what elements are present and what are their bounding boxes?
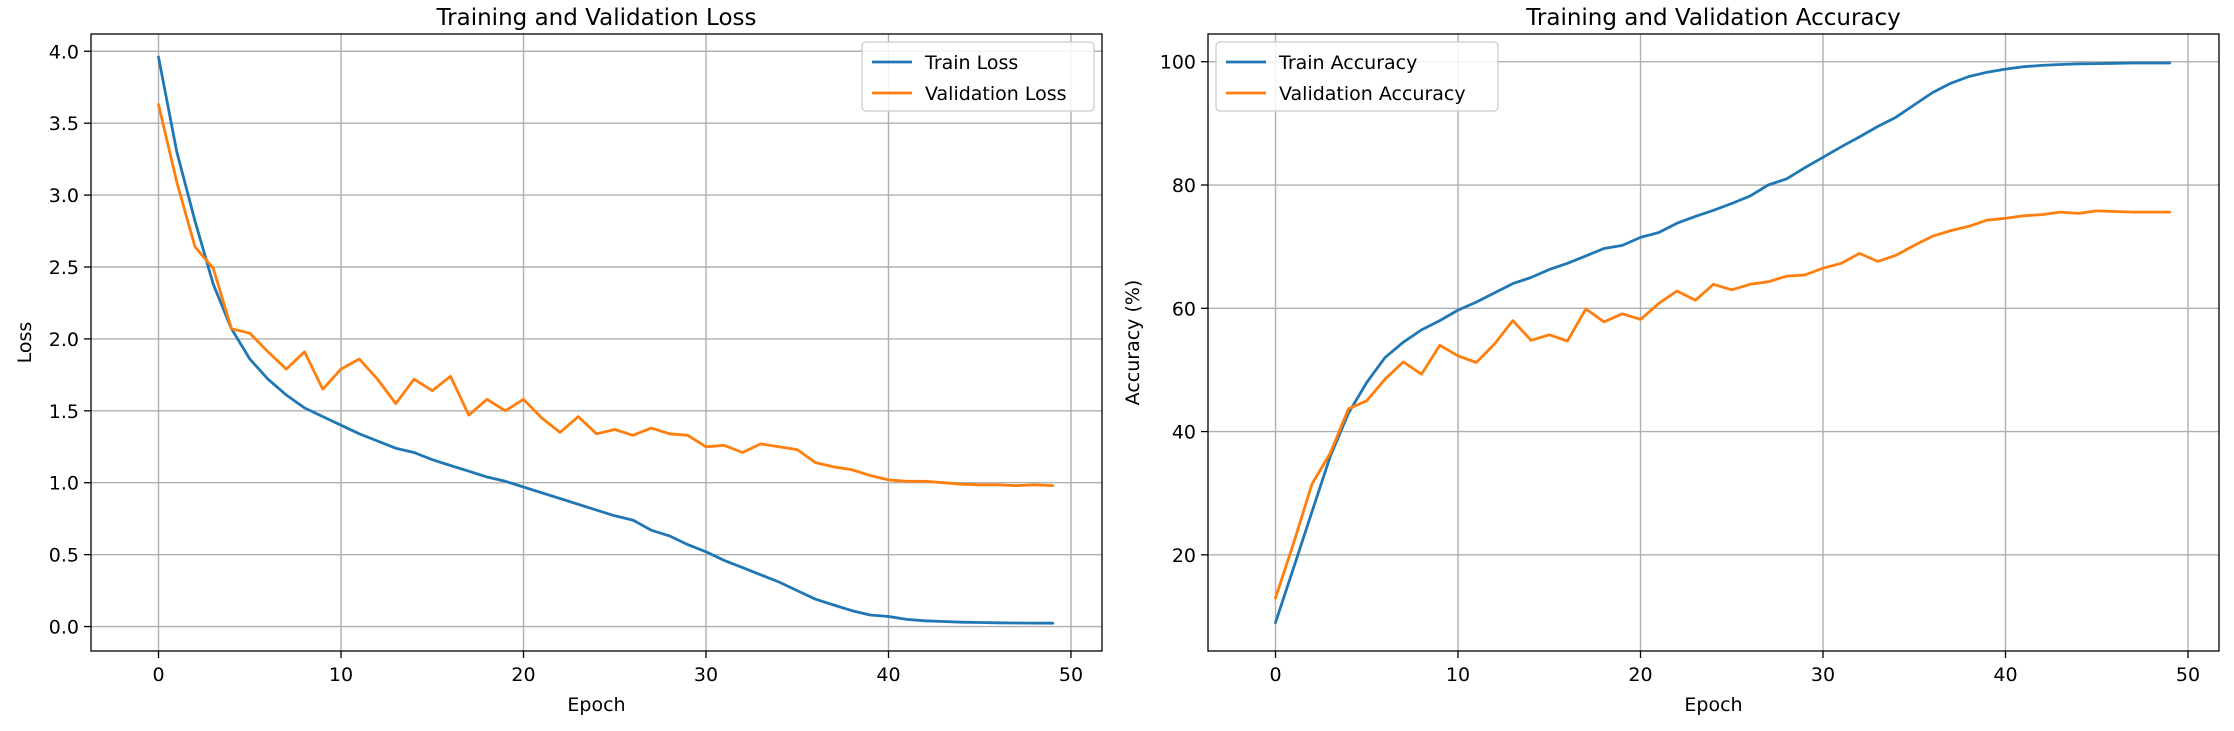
loss-series-train-line (157, 55, 1055, 625)
accuracy-chart-title: Training and Validation Accuracy (1525, 5, 1901, 31)
accuracy-chart: 0 10 20 30 40 50 20 40 60 80 100 Training and Valid… (1122, 5, 2220, 716)
accuracy-y-tick-label: 20 (1172, 545, 1196, 567)
accuracy-x-tick-label: 50 (2176, 664, 2200, 686)
accuracy-legend-label-train: Train Accuracy (1278, 52, 1417, 74)
accuracy-x-tick-label: 10 (1446, 664, 1470, 686)
loss-chart: 0 10 20 30 40 50 0.0 0.5 1.0 1.5 2.0 2.5 3.0 3.5 4.0 Tr… (14, 5, 1103, 716)
loss-x-tick-label: 40 (876, 664, 900, 686)
accuracy-legend-label-validation: Validation Accuracy (1279, 83, 1466, 105)
accuracy-plot-frame (1207, 33, 2220, 652)
accuracy-x-tick-label: 20 (1628, 664, 1652, 686)
loss-legend-label-train: Train Loss (924, 52, 1018, 74)
loss-y-axis-label: Loss (14, 322, 36, 364)
loss-y-tick-label: 3.5 (49, 113, 79, 135)
loss-y-tick-label: 4.0 (49, 41, 79, 63)
loss-x-tick-label: 0 (152, 664, 164, 686)
accuracy-legend-box (1215, 41, 1499, 112)
accuracy-series-validation-line (1274, 209, 2172, 600)
loss-x-axis-label: Epoch (567, 694, 625, 716)
accuracy-y-tick-label: 100 (1160, 52, 1196, 74)
accuracy-grid (1208, 34, 2219, 651)
loss-y-tick-label: 3.0 (49, 185, 79, 207)
accuracy-x-tick-label: 30 (1811, 664, 1835, 686)
loss-grid (91, 34, 1102, 651)
accuracy-series-train-line (1274, 61, 2172, 624)
loss-x-tick-label: 20 (511, 664, 535, 686)
loss-legend: Train Loss Validation Loss (861, 41, 1095, 112)
loss-x-tick-label: 50 (1059, 664, 1083, 686)
loss-y-tick-label: 0.0 (49, 617, 79, 639)
loss-x-tick-label: 10 (329, 664, 353, 686)
accuracy-x-tick-label: 0 (1269, 664, 1281, 686)
loss-y-tick-label: 1.0 (49, 473, 79, 495)
accuracy-legend: Train Accuracy Validation Accuracy (1215, 41, 1499, 112)
loss-y-tick-label: 1.5 (49, 401, 79, 423)
loss-legend-label-validation: Validation Loss (925, 83, 1067, 105)
loss-y-tick-label: 0.5 (49, 545, 79, 567)
loss-series-validation-line (157, 103, 1055, 488)
loss-y-tick-label: 2.0 (49, 329, 79, 351)
loss-x-tick-label: 30 (694, 664, 718, 686)
accuracy-y-tick-label: 40 (1172, 422, 1196, 444)
accuracy-x-axis-label: Epoch (1684, 694, 1742, 716)
accuracy-x-tick-label: 40 (1993, 664, 2017, 686)
loss-chart-title: Training and Validation Loss (436, 5, 757, 31)
accuracy-y-tick-label: 80 (1172, 175, 1196, 197)
loss-legend-box (861, 41, 1095, 112)
accuracy-y-tick-label: 60 (1172, 298, 1196, 320)
loss-y-tick-label: 2.5 (49, 257, 79, 279)
loss-plot-frame (90, 33, 1103, 652)
accuracy-y-axis-label: Accuracy (%) (1122, 280, 1144, 406)
